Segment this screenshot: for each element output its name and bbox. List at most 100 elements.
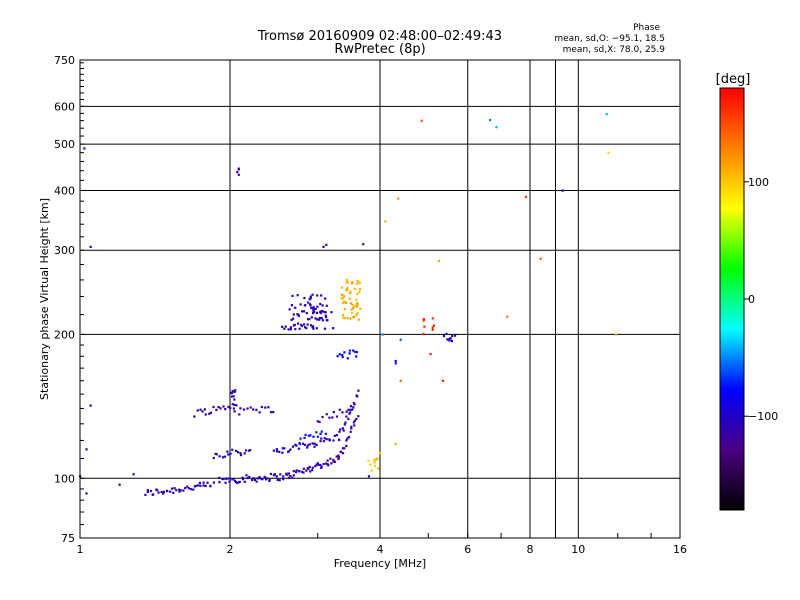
data-point bbox=[319, 463, 322, 467]
data-point bbox=[324, 432, 327, 435]
data-point bbox=[358, 281, 361, 284]
data-point bbox=[346, 281, 349, 284]
data-point bbox=[349, 317, 352, 320]
data-point bbox=[561, 189, 564, 192]
data-point bbox=[287, 476, 291, 480]
x-axis-ticks: 1 2 4 6 8 10 16 bbox=[77, 533, 687, 556]
data-point bbox=[292, 317, 295, 320]
data-point bbox=[268, 479, 271, 482]
data-point bbox=[283, 327, 286, 330]
data-point bbox=[232, 395, 235, 398]
data-point bbox=[253, 478, 256, 482]
data-point bbox=[299, 303, 302, 306]
x-tick-label: 10 bbox=[571, 543, 585, 556]
data-point bbox=[160, 490, 163, 494]
data-point bbox=[343, 307, 347, 311]
data-point bbox=[341, 427, 344, 430]
data-point bbox=[229, 452, 232, 455]
data-point bbox=[315, 327, 318, 330]
data-point bbox=[311, 325, 315, 328]
data-point bbox=[260, 405, 263, 409]
data-point bbox=[233, 479, 237, 482]
data-point bbox=[607, 151, 610, 154]
data-point bbox=[377, 467, 380, 470]
data-point bbox=[341, 411, 344, 414]
data-point bbox=[236, 451, 240, 454]
data-point bbox=[345, 301, 348, 304]
data-point bbox=[320, 466, 323, 470]
data-point bbox=[316, 462, 319, 465]
data-point bbox=[194, 484, 198, 487]
chart-title-line2: RwPretec (8p) bbox=[334, 42, 425, 57]
data-point bbox=[298, 470, 301, 473]
data-point bbox=[319, 310, 322, 314]
data-point bbox=[249, 449, 252, 452]
data-point bbox=[313, 445, 316, 448]
data-point bbox=[315, 311, 319, 314]
data-point bbox=[441, 379, 445, 382]
data-point bbox=[343, 423, 346, 426]
data-point bbox=[340, 293, 343, 296]
data-point bbox=[246, 407, 249, 410]
data-point bbox=[268, 478, 271, 481]
data-point bbox=[306, 446, 309, 449]
data-point bbox=[186, 485, 189, 488]
data-point bbox=[291, 476, 294, 479]
data-point bbox=[332, 411, 335, 414]
data-point bbox=[292, 474, 295, 477]
data-point bbox=[323, 327, 327, 330]
data-point bbox=[317, 463, 320, 466]
data-point bbox=[303, 443, 306, 447]
data-point bbox=[352, 421, 355, 424]
data-point bbox=[248, 475, 251, 478]
data-point bbox=[298, 443, 302, 446]
x-tick-label: 16 bbox=[673, 543, 687, 556]
data-point bbox=[231, 448, 234, 451]
data-point bbox=[346, 287, 349, 290]
data-point bbox=[332, 460, 335, 463]
data-point bbox=[310, 306, 313, 309]
data-point bbox=[335, 415, 339, 418]
data-point bbox=[295, 444, 298, 447]
data-point bbox=[232, 478, 235, 481]
data-point bbox=[218, 476, 221, 479]
data-point bbox=[341, 313, 345, 317]
data-point bbox=[297, 322, 300, 325]
data-point bbox=[292, 324, 295, 327]
data-point bbox=[232, 407, 235, 410]
data-point bbox=[85, 448, 88, 451]
data-point bbox=[189, 488, 192, 491]
data-point bbox=[327, 464, 330, 467]
data-point bbox=[275, 450, 279, 453]
data-point bbox=[324, 311, 327, 314]
data-point bbox=[355, 298, 358, 301]
data-point bbox=[397, 197, 400, 200]
data-point bbox=[355, 305, 359, 308]
data-point bbox=[324, 297, 327, 300]
data-point bbox=[394, 362, 397, 365]
data-point bbox=[162, 490, 165, 493]
data-point bbox=[351, 303, 354, 306]
data-point bbox=[373, 458, 376, 461]
data-point bbox=[349, 290, 352, 293]
data-point bbox=[506, 315, 509, 318]
data-point bbox=[451, 334, 454, 338]
data-point bbox=[187, 487, 190, 490]
data-point bbox=[238, 413, 241, 416]
data-point bbox=[288, 308, 291, 311]
data-point bbox=[350, 425, 353, 428]
data-point bbox=[269, 411, 273, 414]
data-point bbox=[358, 287, 362, 291]
data-point bbox=[340, 297, 343, 300]
data-point bbox=[321, 415, 324, 419]
data-point bbox=[235, 404, 238, 407]
data-point bbox=[295, 469, 298, 472]
data-point bbox=[285, 472, 288, 475]
data-point bbox=[229, 406, 232, 410]
data-point bbox=[357, 389, 360, 392]
data-point bbox=[346, 317, 349, 320]
data-point bbox=[341, 286, 344, 289]
data-point bbox=[355, 394, 358, 397]
data-point bbox=[306, 318, 310, 321]
data-point bbox=[301, 442, 305, 445]
